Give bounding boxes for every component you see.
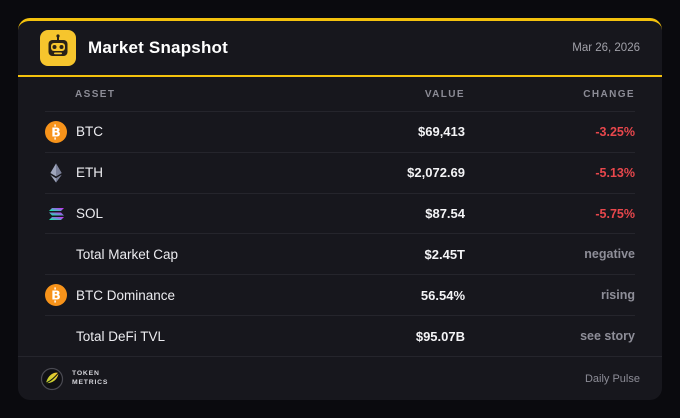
asset-value: $95.07B [415, 328, 465, 344]
table-row-btc: B BTC $69,413 -3.25% [45, 111, 635, 152]
asset-value: 56.54% [420, 287, 465, 303]
btc-icon: B [45, 284, 67, 307]
btc-icon: B [45, 120, 67, 143]
asset-value: $2,072.69 [407, 165, 465, 181]
token-metrics-logo-icon [40, 367, 64, 391]
table-header-row: ASSET VALUE CHANGE [45, 77, 635, 111]
table-row-sol: SOL $87.54 -5.75% [45, 192, 635, 234]
brand-line1: TOKEN [72, 370, 100, 378]
asset-change: see story [580, 329, 635, 344]
brand-line2: METRICS [72, 378, 109, 386]
accent-divider [18, 75, 662, 77]
asset-value: $87.54 [425, 206, 465, 222]
asset-label: BTC [76, 124, 103, 140]
svg-text:B: B [51, 125, 61, 140]
empty-icon-slot [45, 325, 67, 347]
asset-change: rising [600, 288, 635, 303]
eth-icon [45, 162, 67, 184]
table-row-total-market-cap: Total Market Cap $2.45T negative [45, 233, 635, 274]
asset-change: -3.25% [595, 124, 635, 139]
asset-label: ETH [76, 165, 103, 181]
table-row-eth: ETH $2,072.69 -5.13% [45, 151, 635, 193]
column-header-change: CHANGE [583, 88, 635, 100]
asset-cell: ETH [45, 162, 295, 184]
table-row-total-defi-tvl: Total DeFi TVL $95.07B see story [45, 315, 635, 356]
market-table: ASSET VALUE CHANGE B BTC [18, 77, 662, 356]
table-row-btc-dominance: B BTC Dominance 56.54% rising [45, 274, 635, 315]
asset-label: Total Market Cap [76, 246, 179, 262]
asset-value: $2.45T [424, 246, 465, 262]
asset-cell: B BTC Dominance [45, 284, 295, 307]
token-metrics-brand: TOKEN METRICS [40, 367, 108, 391]
asset-label: BTC Dominance [76, 287, 176, 303]
asset-change: negative [584, 247, 635, 262]
column-header-asset: ASSET [75, 88, 116, 100]
asset-value: $69,413 [418, 124, 465, 140]
svg-text:B: B [51, 288, 61, 303]
page-title: Market Snapshot [88, 38, 228, 57]
asset-label: SOL [76, 206, 104, 222]
market-snapshot-card: Market Snapshot Mar 26, 2026 ASSET VALUE… [18, 18, 662, 400]
sol-icon [45, 203, 67, 225]
asset-cell: Total Market Cap [45, 243, 295, 265]
asset-change: -5.13% [595, 165, 635, 180]
card-header: Market Snapshot Mar 26, 2026 [18, 21, 662, 75]
column-header-value: VALUE [424, 88, 465, 100]
asset-cell: Total DeFi TVL [45, 325, 295, 347]
token-metrics-robot-icon [40, 30, 76, 66]
empty-icon-slot [45, 243, 67, 265]
asset-label: Total DeFi TVL [76, 328, 166, 344]
asset-cell: B BTC [45, 120, 295, 143]
header-date: Mar 26, 2026 [572, 42, 640, 54]
card-footer: TOKEN METRICS Daily Pulse [18, 356, 662, 400]
asset-change: -5.75% [595, 206, 635, 221]
asset-cell: SOL [45, 203, 295, 225]
footer-label: Daily Pulse [584, 372, 640, 385]
